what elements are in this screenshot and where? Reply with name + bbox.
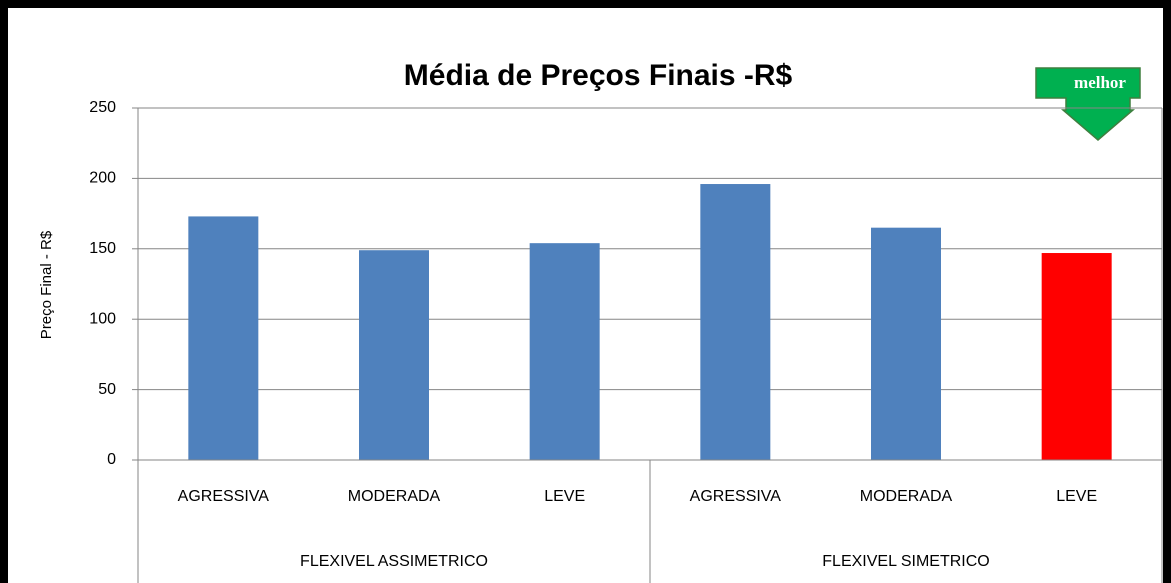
x-tick-label: MODERADA xyxy=(860,488,953,505)
bar xyxy=(700,184,771,461)
x-tick-label: LEVE xyxy=(1056,488,1097,505)
annotation: melhor xyxy=(1035,67,1141,141)
bar xyxy=(359,250,429,460)
bar xyxy=(529,243,600,460)
y-tick-label: 150 xyxy=(89,240,116,257)
x-tick-label: AGRESSIVA xyxy=(690,488,782,505)
y-tick-label: 0 xyxy=(107,451,116,468)
annotation-text: melhor xyxy=(1074,73,1126,92)
x-tick-label: LEVE xyxy=(544,488,585,505)
x-tick-label: MODERADA xyxy=(348,488,441,505)
y-axis-label: Preço Final - R$ xyxy=(38,230,55,339)
arrow xyxy=(1035,67,1141,141)
group-label: FLEXIVEL ASSIMETRICO xyxy=(300,553,488,570)
group-label: FLEXIVEL SIMETRICO xyxy=(822,553,989,570)
bar xyxy=(871,227,941,460)
x-tick-label: AGRESSIVA xyxy=(178,488,270,505)
bar xyxy=(188,216,259,460)
y-tick-label: 200 xyxy=(89,170,116,187)
bar xyxy=(1041,253,1112,460)
y-tick-label: 50 xyxy=(98,381,116,398)
y-tick-label: 250 xyxy=(89,99,116,116)
chart-title: Média de Preços Finais -R$ xyxy=(404,59,793,92)
y-tick-label: 100 xyxy=(89,310,116,327)
